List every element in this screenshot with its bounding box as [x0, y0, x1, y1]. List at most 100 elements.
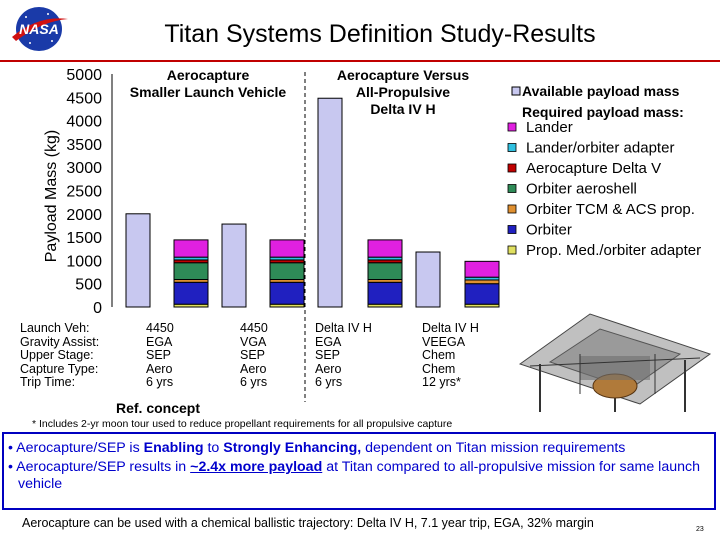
nasa-meatball-icon: NASA — [12, 7, 68, 51]
required-mass-segment-lander — [173, 239, 209, 258]
y-tick-label: 4500 — [66, 90, 102, 107]
required-mass-segment-orbiter-aeroshell — [367, 262, 403, 281]
config-value: SEP — [240, 348, 266, 362]
column-4-config: Delta IV H VEEGA Chem Chem 12 yrs* — [422, 321, 479, 390]
config-value: 6 yrs — [315, 375, 343, 389]
required-mass-segment-orbiter — [173, 281, 209, 305]
y-tick-label: 3000 — [66, 160, 102, 177]
y-tick-label: 5000 — [66, 67, 102, 84]
legend-item-label: Orbiter TCM & ACS prop. — [526, 201, 695, 218]
y-axis: 0 500 1000 1500 2000 2500 3000 3500 4000 4500 5000 — [66, 67, 113, 317]
column-1-config: 4450 EGA SEP Aero 6 yrs — [146, 321, 174, 390]
bullet-emphasis: Enabling — [143, 440, 204, 456]
bullet-text: at Titan compared to all-propulsive miss… — [18, 459, 700, 492]
logo-text: NASA — [19, 21, 59, 37]
section-title-versus-line1: Aerocapture Versus — [337, 67, 469, 83]
config-value: VEEGA — [422, 334, 466, 349]
legend-swatch-orbiter — [507, 225, 517, 234]
required-mass-segment-lander — [367, 239, 403, 258]
config-value: VGA — [240, 334, 267, 349]
config-value: EGA — [315, 334, 342, 349]
bullet-text: • Aerocapture/SEP results in — [8, 459, 191, 475]
column-2-config: 4450 VGA SEP Aero 6 yrs — [240, 321, 268, 390]
required-mass-segment-orbiter-aeroshell — [173, 262, 209, 281]
nasa-logo: NASA — [8, 5, 70, 53]
legend-swatch-lander — [507, 122, 517, 132]
bullet-text: • Aerocapture/SEP is — [8, 440, 144, 456]
legend-swatch-orbiter-aeroshell — [507, 184, 517, 193]
bullet-emphasis: ~2.4x more payload — [190, 459, 323, 475]
config-value: 4450 — [146, 321, 174, 335]
config-value: Delta IV H — [422, 321, 479, 335]
required-mass-segment-orbiter — [269, 281, 305, 305]
config-value: Chem — [422, 348, 456, 362]
legend-item-label: Lander/orbiter adapter — [526, 140, 674, 157]
legend-item-label: Orbiter aeroshell — [526, 181, 637, 198]
row-label: Capture Type: — [20, 361, 99, 376]
config-value: Chem — [422, 361, 456, 376]
required-mass-segment-orbiter — [464, 283, 500, 305]
config-value: Aero — [315, 361, 342, 376]
column-3-config: Delta IV H EGA SEP Aero 6 yrs — [315, 321, 372, 390]
legend-item-label: Aerocapture Delta V — [526, 160, 661, 177]
y-tick-label: 1000 — [66, 253, 102, 270]
bullet-2: • Aerocapture/SEP results in ~2.4x more … — [8, 459, 713, 493]
ref-concept-label: Ref. concept — [116, 400, 201, 416]
config-value: Aero — [240, 361, 267, 376]
legend-swatch-available — [511, 86, 521, 96]
legend-item-label: Prop. Med./orbiter adapter — [526, 242, 701, 259]
bullet-text: to — [203, 440, 224, 456]
y-tick-label: 1500 — [66, 230, 102, 247]
config-value: 6 yrs — [240, 375, 268, 389]
config-value: 12 yrs* — [422, 375, 461, 389]
row-label: Launch Veh: — [20, 321, 90, 335]
section-title-aerocapture-line2: Smaller Launch Vehicle — [130, 84, 287, 100]
legend-available-label: Available payload mass — [522, 83, 680, 99]
legend-required-label: Required payload mass: — [522, 104, 684, 120]
required-mass-segment-lander — [464, 260, 500, 278]
config-value: Delta IV H — [315, 321, 372, 335]
section-title-versus-line2: All-Propulsive — [356, 84, 450, 100]
page-number: 23 — [696, 526, 704, 533]
config-value: 6 yrs — [146, 375, 174, 389]
legend-item-label: Orbiter — [526, 222, 572, 239]
legend-swatch-orbiter-tcm-acs-prop — [507, 204, 517, 214]
y-tick-label: 2500 — [66, 184, 102, 201]
page-title: Titan Systems Definition Study-Results — [164, 20, 596, 48]
footnote: * Includes 2-yr moon tour used to reduce… — [32, 418, 453, 430]
row-labels: Launch Veh: Gravity Assist: Upper Stage:… — [20, 321, 100, 390]
config-value: EGA — [146, 334, 173, 349]
y-tick-label: 2000 — [66, 207, 102, 224]
y-axis-label: Payload Mass (kg) — [43, 130, 60, 263]
title-divider — [0, 60, 720, 62]
bullet-1: • Aerocapture/SEP is Enabling to Strongl… — [8, 440, 713, 457]
config-value: SEP — [146, 348, 172, 362]
y-tick-label: 4000 — [66, 114, 102, 131]
required-mass-segment-orbiter-aeroshell — [269, 262, 305, 281]
row-label: Gravity Assist: — [20, 334, 100, 349]
config-value: 4450 — [240, 321, 268, 335]
conclusions-box — [4, 434, 714, 508]
legend-swatch-aerocapture-delta-v — [507, 163, 517, 173]
bullet-text: dependent on Titan mission requirements — [361, 440, 626, 456]
config-value: Aero — [146, 361, 173, 376]
y-tick-label: 3500 — [66, 137, 102, 154]
row-label: Upper Stage: — [20, 348, 94, 362]
section-title-aerocapture-line1: Aerocapture — [167, 67, 250, 83]
conclusions-bullets: • Aerocapture/SEP is Enabling to Strongl… — [8, 440, 713, 495]
available-payload-bar — [415, 251, 441, 308]
section-title-versus-line3: Delta IV H — [370, 101, 435, 117]
required-mass-segment-lander — [269, 239, 305, 258]
available-payload-bar — [125, 213, 151, 308]
y-tick-label: 0 — [93, 300, 102, 317]
spacecraft-illustration — [518, 313, 712, 412]
legend-item-label: Lander — [526, 119, 573, 136]
config-value: SEP — [315, 348, 341, 362]
legend-swatch-prop-med-orbiter-adapter — [507, 245, 517, 255]
legend-swatch-lander-orbiter-adapter — [507, 143, 517, 152]
available-payload-bar — [317, 97, 343, 308]
chart-legend: Available payload mass Required payload m… — [507, 83, 701, 259]
bottom-note: Aerocapture can be used with a chemical … — [22, 516, 594, 530]
y-tick-label: 500 — [75, 277, 102, 294]
available-payload-bar — [221, 223, 247, 308]
